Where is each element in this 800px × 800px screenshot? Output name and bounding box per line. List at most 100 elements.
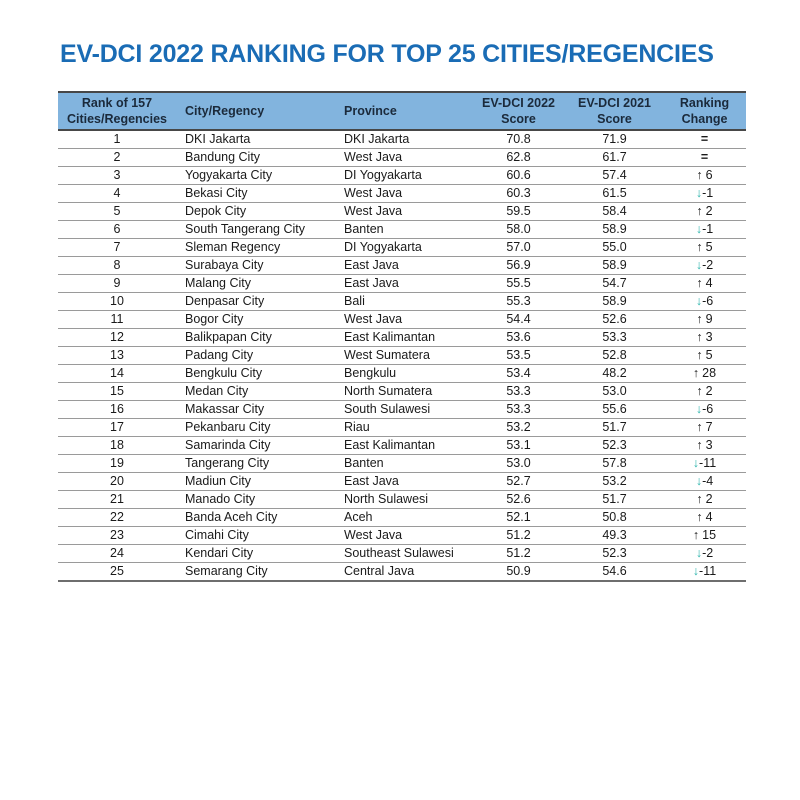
table-row: 1 DKI Jakarta DKI Jakarta 70.8 71.9 = xyxy=(58,130,746,149)
score-2022-cell: 52.1 xyxy=(471,508,566,527)
province-cell: North Sulawesi xyxy=(341,490,471,509)
score-2021-cell: 57.4 xyxy=(566,166,663,185)
rank-cell: 9 xyxy=(58,274,176,293)
ranking-change-cell: ↓-11 xyxy=(663,562,746,582)
up-arrow-icon: ↑ xyxy=(692,366,700,380)
ranking-change-value: -6 xyxy=(702,402,714,416)
table-row: 25 Semarang City Central Java 50.9 54.6 ↓-11 xyxy=(58,562,746,582)
ranking-change-cell: ↓-1 xyxy=(663,184,746,203)
province-cell: West Java xyxy=(341,526,471,545)
table-row: 15 Medan City North Sumatera 53.3 53.0 ↑ 2 xyxy=(58,382,746,401)
city-cell: South Tangerang City xyxy=(176,220,341,239)
score-2021-cell: 71.9 xyxy=(566,130,663,149)
province-cell: Aceh xyxy=(341,508,471,527)
ranking-table: Rank of 157 Cities/Regencies City/Regenc… xyxy=(58,91,746,582)
table-row: 22 Banda Aceh City Aceh 52.1 50.8 ↑ 4 xyxy=(58,508,746,527)
score-2021-cell: 53.0 xyxy=(566,382,663,401)
score-2021-cell: 52.8 xyxy=(566,346,663,365)
city-cell: Bekasi City xyxy=(176,184,341,203)
ranking-change-cell: = xyxy=(663,148,746,167)
header-evdci-2021-score: EV-DCI 2021 Score xyxy=(566,91,663,131)
score-2022-cell: 58.0 xyxy=(471,220,566,239)
rank-cell: 8 xyxy=(58,256,176,275)
ranking-change-value: -11 xyxy=(699,456,717,470)
rank-cell: 6 xyxy=(58,220,176,239)
table-row: 7 Sleman Regency DI Yogyakarta 57.0 55.0 ↑ 5 xyxy=(58,238,746,257)
province-cell: West Java xyxy=(341,310,471,329)
city-cell: Denpasar City xyxy=(176,292,341,311)
table-row: 17 Pekanbaru City Riau 53.2 51.7 ↑ 7 xyxy=(58,418,746,437)
province-cell: Bali xyxy=(341,292,471,311)
up-arrow-icon: ↑ xyxy=(696,438,703,452)
down-arrow-icon: ↓ xyxy=(695,474,703,488)
ranking-change-cell: ↓-2 xyxy=(663,544,746,563)
score-2021-cell: 57.8 xyxy=(566,454,663,473)
score-2022-cell: 51.2 xyxy=(471,526,566,545)
score-2022-cell: 53.5 xyxy=(471,346,566,365)
score-2021-cell: 52.3 xyxy=(566,544,663,563)
table-row: 21 Manado City North Sulawesi 52.6 51.7 ↑ 2 xyxy=(58,490,746,509)
table-row: 12 Balikpapan City East Kalimantan 53.6 53.3… xyxy=(58,328,746,347)
rank-cell: 20 xyxy=(58,472,176,491)
table-row: 8 Surabaya City East Java 56.9 58.9 ↓-2 xyxy=(58,256,746,275)
province-cell: Bengkulu xyxy=(341,364,471,383)
province-cell: Banten xyxy=(341,454,471,473)
city-cell: Manado City xyxy=(176,490,341,509)
rank-cell: 3 xyxy=(58,166,176,185)
score-2021-cell: 51.7 xyxy=(566,490,663,509)
ranking-change-value: -4 xyxy=(702,474,714,488)
header-city-regency: City/Regency xyxy=(176,91,341,131)
city-cell: Medan City xyxy=(176,382,341,401)
score-2021-cell: 48.2 xyxy=(566,364,663,383)
score-2021-cell: 58.9 xyxy=(566,256,663,275)
score-2021-cell: 54.7 xyxy=(566,274,663,293)
ranking-change-value: 4 xyxy=(705,510,713,524)
score-2021-cell: 52.3 xyxy=(566,436,663,455)
ranking-change-cell: ↑ 15 xyxy=(663,526,746,545)
table-row: 13 Padang City West Sumatera 53.5 52.8 ↑ 5 xyxy=(58,346,746,365)
ranking-change-cell: = xyxy=(663,130,746,149)
province-cell: West Java xyxy=(341,202,471,221)
rank-cell: 25 xyxy=(58,562,176,582)
score-2022-cell: 54.4 xyxy=(471,310,566,329)
city-cell: Cimahi City xyxy=(176,526,341,545)
up-arrow-icon: ↑ xyxy=(696,312,703,326)
ranking-change-value: 2 xyxy=(705,204,713,218)
province-cell: Banten xyxy=(341,220,471,239)
ranking-change-cell: ↑ 28 xyxy=(663,364,746,383)
score-2021-cell: 55.6 xyxy=(566,400,663,419)
score-2021-cell: 52.6 xyxy=(566,310,663,329)
score-2022-cell: 55.5 xyxy=(471,274,566,293)
ranking-change-cell: ↓-6 xyxy=(663,292,746,311)
up-arrow-icon: ↑ xyxy=(696,330,703,344)
province-cell: East Java xyxy=(341,274,471,293)
header-row: Rank of 157 Cities/Regencies City/Regenc… xyxy=(58,91,746,131)
rank-cell: 4 xyxy=(58,184,176,203)
table-row: 16 Makassar City South Sulawesi 53.3 55.6 ↓-6 xyxy=(58,400,746,419)
equal-icon: = xyxy=(700,150,709,164)
ranking-change-cell: ↑ 5 xyxy=(663,346,746,365)
rank-cell: 22 xyxy=(58,508,176,527)
city-cell: Malang City xyxy=(176,274,341,293)
rank-cell: 10 xyxy=(58,292,176,311)
up-arrow-icon: ↑ xyxy=(696,492,703,506)
city-cell: Tangerang City xyxy=(176,454,341,473)
score-2022-cell: 57.0 xyxy=(471,238,566,257)
score-2021-cell: 61.5 xyxy=(566,184,663,203)
table-row: 10 Denpasar City Bali 55.3 58.9 ↓-6 xyxy=(58,292,746,311)
score-2021-cell: 58.4 xyxy=(566,202,663,221)
ranking-change-cell: ↓-1 xyxy=(663,220,746,239)
ranking-change-cell: ↑ 2 xyxy=(663,382,746,401)
rank-cell: 14 xyxy=(58,364,176,383)
score-2022-cell: 53.4 xyxy=(471,364,566,383)
down-arrow-icon: ↓ xyxy=(695,546,703,560)
score-2022-cell: 53.3 xyxy=(471,382,566,401)
ranking-change-value: 3 xyxy=(705,438,713,452)
province-cell: South Sulawesi xyxy=(341,400,471,419)
rank-cell: 5 xyxy=(58,202,176,221)
score-2022-cell: 62.8 xyxy=(471,148,566,167)
city-cell: Pekanbaru City xyxy=(176,418,341,437)
ranking-change-cell: ↓-6 xyxy=(663,400,746,419)
ranking-change-cell: ↑ 6 xyxy=(663,166,746,185)
